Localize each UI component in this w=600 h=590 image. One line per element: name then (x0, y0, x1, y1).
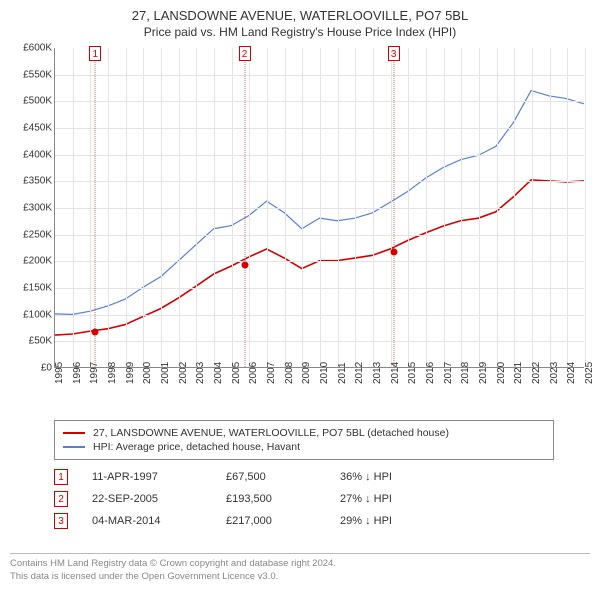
table-row: 3 04-MAR-2014 £217,000 29% ↓ HPI (54, 510, 554, 532)
tx-date: 22-SEP-2005 (92, 493, 202, 505)
title-subtitle: Price paid vs. HM Land Registry's House … (0, 25, 600, 39)
tx-marker-badge: 2 (54, 491, 68, 507)
x-axis-label: 2001 (160, 362, 171, 384)
x-axis-label: 2022 (531, 362, 542, 384)
x-axis-label: 2020 (496, 362, 507, 384)
x-axis-label: 2025 (584, 362, 595, 384)
y-axis-label: £300K (8, 203, 52, 214)
marker-line (95, 48, 96, 367)
tx-date: 11-APR-1997 (92, 471, 202, 483)
x-axis-label: 1998 (107, 362, 118, 384)
tx-price: £193,500 (226, 493, 316, 505)
marker-badge: 2 (239, 46, 251, 61)
y-axis-label: £500K (8, 96, 52, 107)
y-axis-label: £350K (8, 176, 52, 187)
y-axis-label: £150K (8, 283, 52, 294)
y-axis-label: £200K (8, 256, 52, 267)
legend-label: HPI: Average price, detached house, Hava… (93, 441, 300, 453)
y-axis-label: £550K (8, 69, 52, 80)
legend-label: 27, LANSDOWNE AVENUE, WATERLOOVILLE, PO7… (93, 427, 449, 439)
marker-dot (92, 329, 99, 336)
x-axis-label: 1999 (125, 362, 136, 384)
legend-swatch (63, 432, 85, 434)
y-axis-label: £400K (8, 149, 52, 160)
legend-item-hpi: HPI: Average price, detached house, Hava… (63, 440, 545, 454)
x-axis-label: 2000 (142, 362, 153, 384)
transactions-table: 1 11-APR-1997 £67,500 36% ↓ HPI 2 22-SEP… (54, 466, 554, 532)
x-axis-label: 2002 (178, 362, 189, 384)
x-axis-label: 2014 (390, 362, 401, 384)
x-axis-label: 1995 (54, 362, 65, 384)
x-axis-label: 2007 (266, 362, 277, 384)
tx-hpi-delta: 29% ↓ HPI (340, 515, 440, 527)
marker-line (244, 48, 245, 367)
chart-container: { "title": { "line1": "27, LANSDOWNE AVE… (0, 0, 600, 590)
x-axis-label: 2004 (213, 362, 224, 384)
x-axis-label: 2017 (443, 362, 454, 384)
y-axis-label: £50K (8, 336, 52, 347)
marker-badge: 3 (388, 46, 400, 61)
tx-hpi-delta: 27% ↓ HPI (340, 493, 440, 505)
footer-line: Contains HM Land Registry data © Crown c… (10, 558, 590, 571)
tx-hpi-delta: 36% ↓ HPI (340, 471, 440, 483)
marker-line (393, 48, 394, 367)
x-axis-label: 2016 (425, 362, 436, 384)
x-axis-label: 2019 (478, 362, 489, 384)
x-axis-label: 2010 (319, 362, 330, 384)
x-axis-label: 2006 (248, 362, 259, 384)
x-axis-label: 1996 (72, 362, 83, 384)
x-axis-label: 2024 (566, 362, 577, 384)
footer-line: This data is licensed under the Open Gov… (10, 571, 590, 584)
x-axis-label: 2005 (231, 362, 242, 384)
x-axis-label: 2009 (301, 362, 312, 384)
x-axis-label: 2021 (513, 362, 524, 384)
x-axis-label: 2003 (195, 362, 206, 384)
tx-date: 04-MAR-2014 (92, 515, 202, 527)
footer-attribution: Contains HM Land Registry data © Crown c… (10, 553, 590, 584)
table-row: 1 11-APR-1997 £67,500 36% ↓ HPI (54, 466, 554, 488)
legend: 27, LANSDOWNE AVENUE, WATERLOOVILLE, PO7… (54, 420, 554, 460)
x-axis-label: 2013 (372, 362, 383, 384)
x-axis-label: 2008 (284, 362, 295, 384)
x-axis-label: 2023 (549, 362, 560, 384)
x-axis-label: 2015 (407, 362, 418, 384)
tx-price: £217,000 (226, 515, 316, 527)
tx-marker-badge: 1 (54, 469, 68, 485)
y-axis-label: £0 (8, 363, 52, 374)
tx-price: £67,500 (226, 471, 316, 483)
x-axis-label: 2011 (337, 362, 348, 384)
title-block: 27, LANSDOWNE AVENUE, WATERLOOVILLE, PO7… (0, 0, 600, 43)
legend-item-price-paid: 27, LANSDOWNE AVENUE, WATERLOOVILLE, PO7… (63, 426, 545, 440)
marker-badge: 1 (89, 46, 101, 61)
x-axis-label: 2018 (460, 362, 471, 384)
y-axis-label: £250K (8, 229, 52, 240)
x-axis-label: 2012 (354, 362, 365, 384)
chart-area: 1 2 3 £0 £50K £100K £150K £200K £250K £300K £350K… (8, 44, 592, 414)
plot-area: 1 2 3 (54, 48, 584, 368)
legend-swatch (63, 446, 85, 448)
y-axis-label: £600K (8, 43, 52, 54)
marker-dot (241, 261, 248, 268)
title-address: 27, LANSDOWNE AVENUE, WATERLOOVILLE, PO7… (0, 8, 600, 23)
y-axis-label: £450K (8, 123, 52, 134)
table-row: 2 22-SEP-2005 £193,500 27% ↓ HPI (54, 488, 554, 510)
x-axis-label: 1997 (89, 362, 100, 384)
marker-dot (390, 249, 397, 256)
y-axis-label: £100K (8, 309, 52, 320)
tx-marker-badge: 3 (54, 513, 68, 529)
